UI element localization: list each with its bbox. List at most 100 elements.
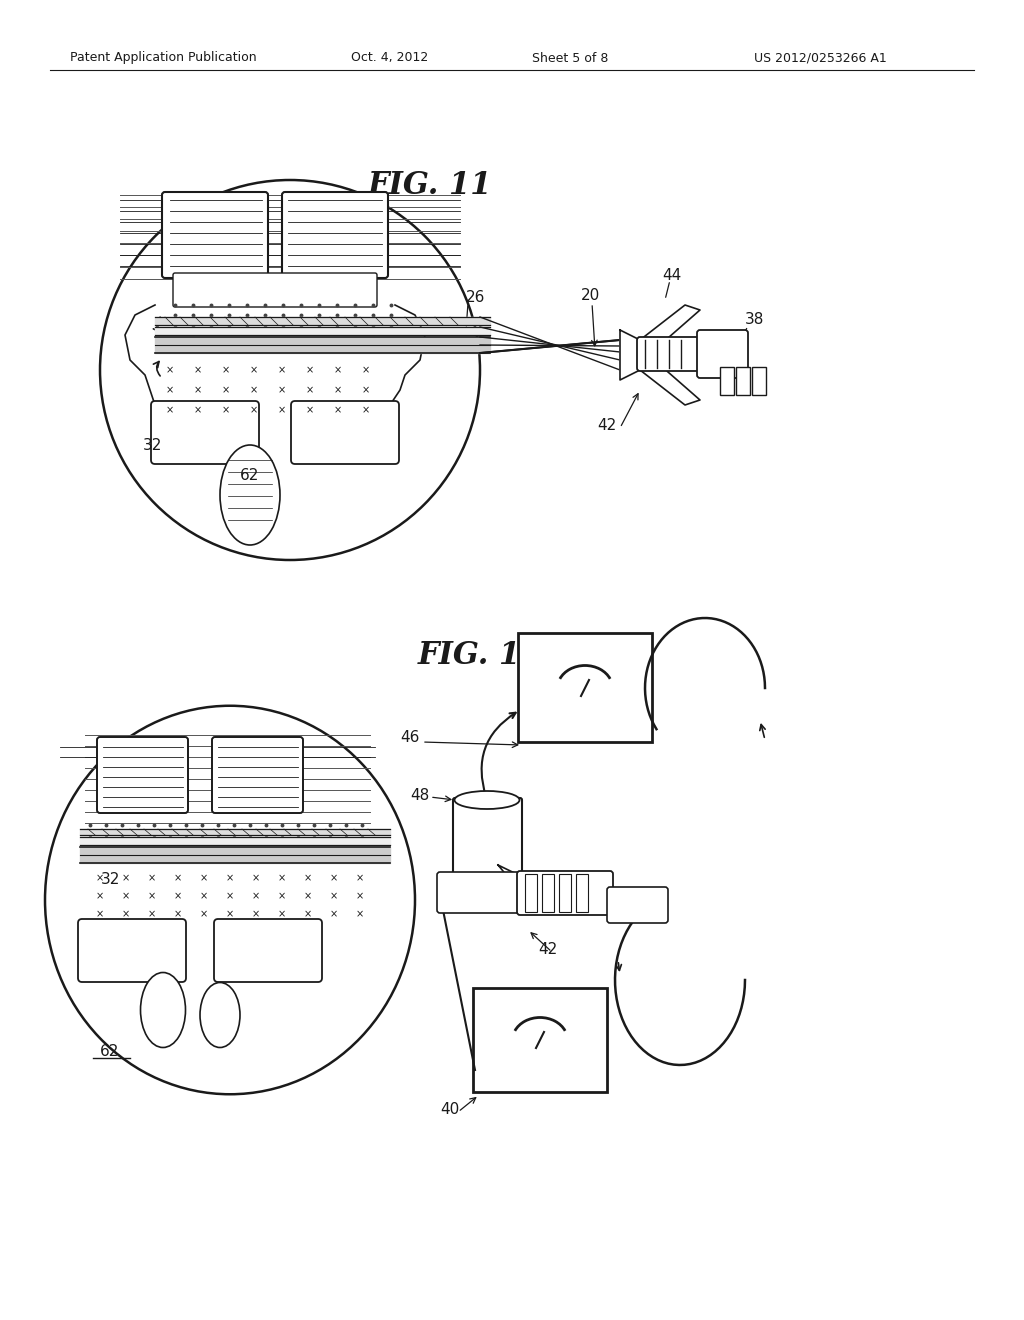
Text: ×: ×: [147, 891, 156, 902]
Text: ×: ×: [278, 405, 286, 414]
Ellipse shape: [200, 982, 240, 1048]
Text: ×: ×: [222, 385, 230, 395]
Text: FIG. 12: FIG. 12: [418, 639, 543, 671]
Text: ×: ×: [361, 385, 370, 395]
Text: ×: ×: [330, 891, 338, 902]
Ellipse shape: [220, 445, 280, 545]
Text: ×: ×: [166, 385, 174, 395]
Text: ×: ×: [330, 909, 338, 919]
Text: 42: 42: [539, 942, 558, 957]
FancyBboxPatch shape: [212, 737, 303, 813]
Text: Oct. 4, 2012: Oct. 4, 2012: [351, 51, 429, 65]
Polygon shape: [620, 330, 640, 380]
Text: ×: ×: [222, 366, 230, 375]
Text: 44: 44: [501, 854, 519, 870]
Text: ×: ×: [222, 405, 230, 414]
Text: ×: ×: [194, 385, 202, 395]
Polygon shape: [640, 366, 700, 405]
Bar: [720, 367, 734, 395]
Text: ×: ×: [252, 891, 260, 902]
Text: ×: ×: [194, 405, 202, 414]
Text: 32: 32: [143, 437, 163, 453]
Text: ×: ×: [122, 873, 130, 883]
Text: US 2012/0253266 A1: US 2012/0253266 A1: [754, 51, 887, 65]
FancyBboxPatch shape: [282, 191, 388, 279]
Text: ×: ×: [96, 891, 104, 902]
Text: ×: ×: [334, 405, 342, 414]
Text: ×: ×: [122, 891, 130, 902]
Text: ×: ×: [200, 891, 208, 902]
Text: ×: ×: [304, 909, 312, 919]
Bar: [736, 367, 750, 395]
Text: ×: ×: [306, 385, 314, 395]
Text: ×: ×: [356, 909, 365, 919]
Text: 38: 38: [745, 313, 765, 327]
Text: ×: ×: [356, 891, 365, 902]
Text: ×: ×: [250, 385, 258, 395]
Bar: [559, 874, 571, 912]
FancyBboxPatch shape: [473, 987, 607, 1092]
Text: 32: 32: [100, 873, 120, 887]
Text: ×: ×: [194, 366, 202, 375]
Text: ×: ×: [278, 909, 286, 919]
Bar: [575, 874, 588, 912]
Text: ×: ×: [334, 366, 342, 375]
FancyBboxPatch shape: [291, 401, 399, 465]
Text: ×: ×: [226, 891, 234, 902]
Text: 48: 48: [411, 788, 430, 803]
Text: ×: ×: [330, 873, 338, 883]
Polygon shape: [640, 305, 700, 345]
Text: ×: ×: [250, 366, 258, 375]
Text: ×: ×: [334, 385, 342, 395]
Text: 44: 44: [663, 268, 682, 282]
Text: ×: ×: [96, 909, 104, 919]
Text: ×: ×: [306, 366, 314, 375]
Text: ×: ×: [166, 366, 174, 375]
Text: ×: ×: [250, 405, 258, 414]
Text: ×: ×: [306, 405, 314, 414]
Text: 40: 40: [440, 1102, 460, 1118]
Text: ×: ×: [361, 405, 370, 414]
Bar: [542, 874, 554, 912]
Text: ×: ×: [304, 891, 312, 902]
Text: 26: 26: [466, 289, 485, 305]
Text: ×: ×: [278, 873, 286, 883]
FancyBboxPatch shape: [173, 273, 377, 308]
Text: ×: ×: [278, 366, 286, 375]
FancyBboxPatch shape: [437, 873, 523, 913]
Ellipse shape: [140, 973, 185, 1048]
Text: ×: ×: [278, 385, 286, 395]
FancyBboxPatch shape: [453, 799, 522, 882]
Text: ×: ×: [147, 873, 156, 883]
Text: ×: ×: [356, 873, 365, 883]
Text: ×: ×: [361, 366, 370, 375]
FancyBboxPatch shape: [162, 191, 268, 279]
Text: 62: 62: [100, 1044, 120, 1060]
Text: Sheet 5 of 8: Sheet 5 of 8: [531, 51, 608, 65]
FancyBboxPatch shape: [637, 337, 703, 371]
Text: ×: ×: [122, 909, 130, 919]
Text: ×: ×: [166, 405, 174, 414]
Text: ×: ×: [304, 873, 312, 883]
Text: FIG. 11: FIG. 11: [368, 169, 493, 201]
Text: ×: ×: [96, 873, 104, 883]
FancyBboxPatch shape: [214, 919, 322, 982]
FancyBboxPatch shape: [151, 401, 259, 465]
Text: ×: ×: [200, 909, 208, 919]
Text: ×: ×: [252, 873, 260, 883]
Text: ×: ×: [174, 891, 182, 902]
Text: Patent Application Publication: Patent Application Publication: [70, 51, 257, 65]
Text: ×: ×: [200, 873, 208, 883]
FancyBboxPatch shape: [78, 919, 186, 982]
Text: 62: 62: [241, 467, 260, 483]
FancyBboxPatch shape: [607, 887, 668, 923]
Bar: [752, 367, 766, 395]
Bar: [525, 874, 537, 912]
Text: ×: ×: [226, 873, 234, 883]
Text: ×: ×: [174, 909, 182, 919]
FancyBboxPatch shape: [517, 871, 613, 915]
Text: ×: ×: [252, 909, 260, 919]
Ellipse shape: [455, 791, 519, 809]
FancyBboxPatch shape: [518, 634, 652, 742]
FancyBboxPatch shape: [697, 330, 748, 378]
